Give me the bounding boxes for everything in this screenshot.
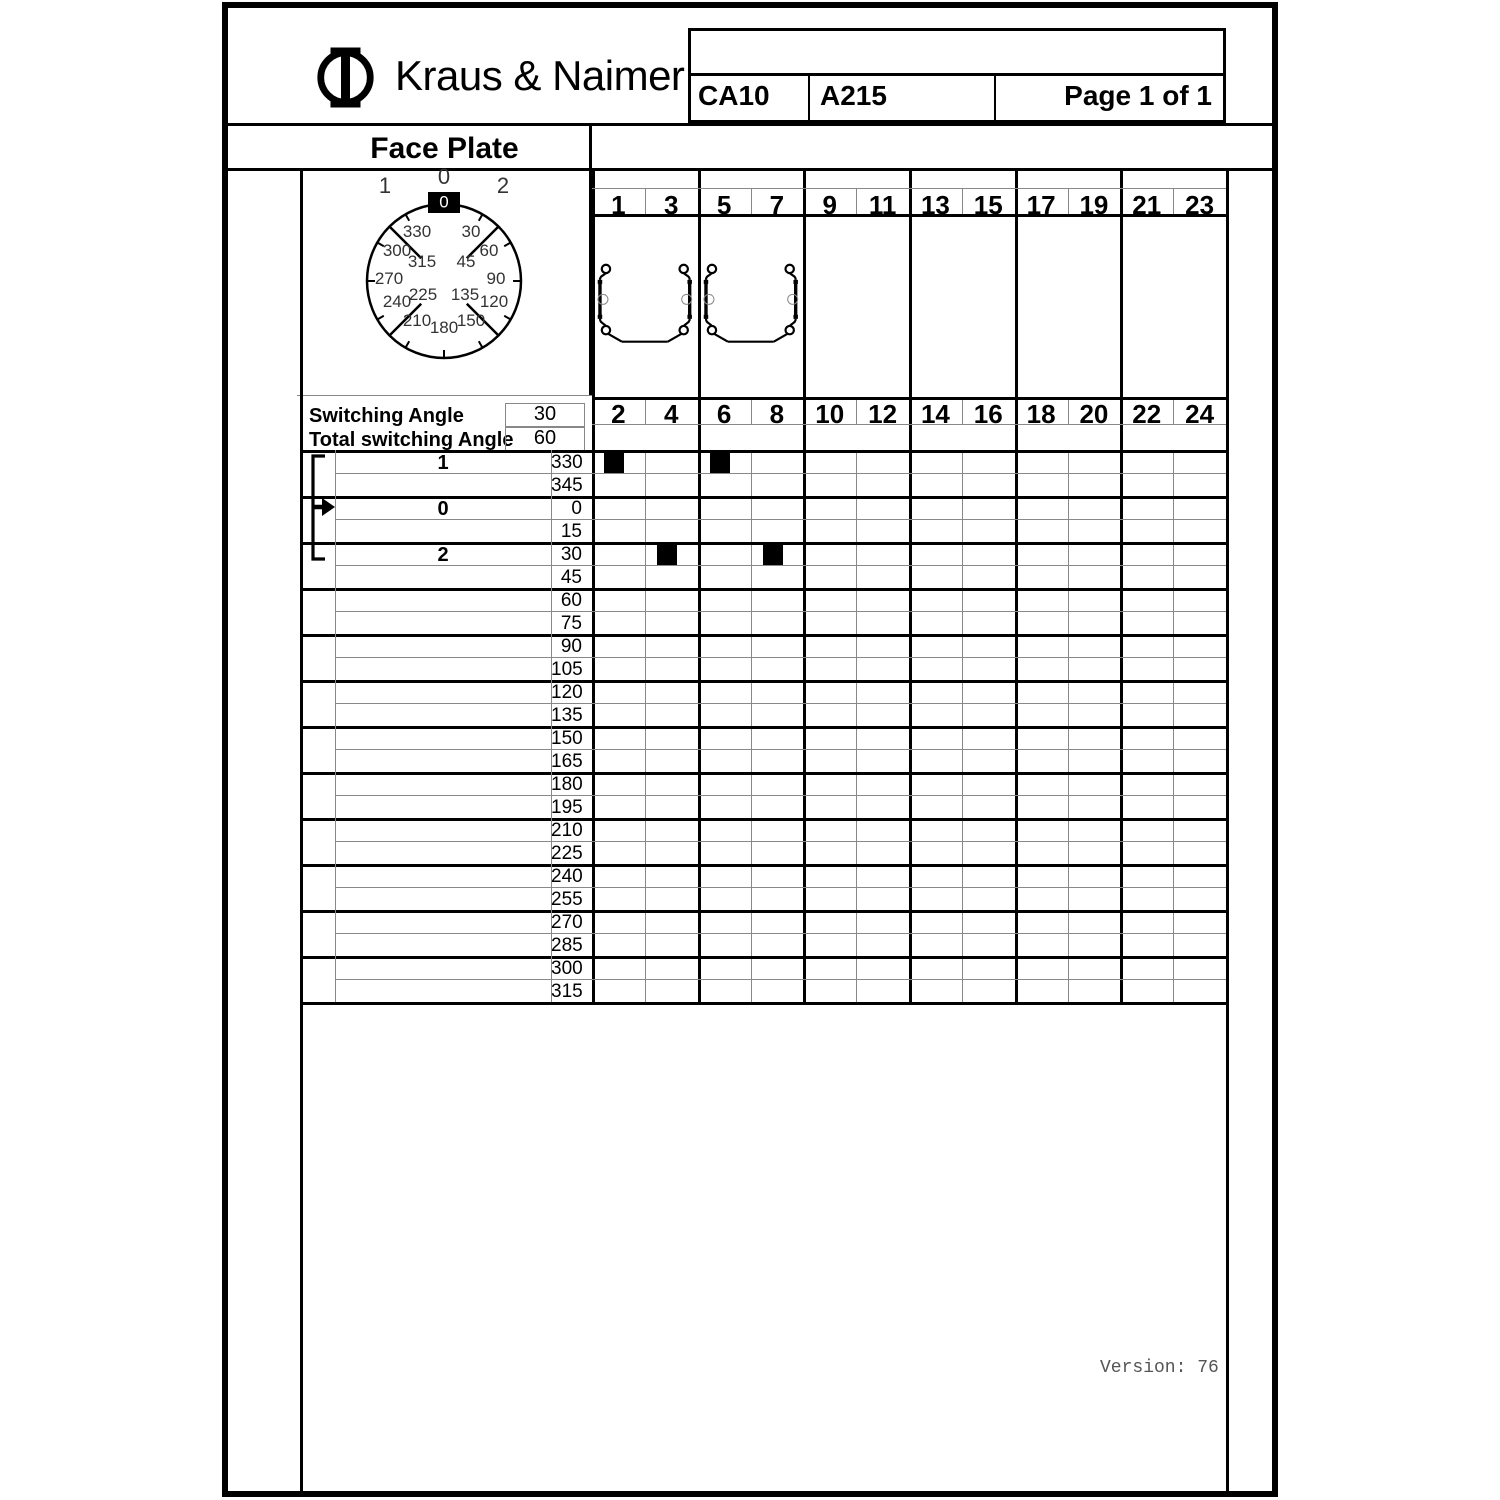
svg-text:150: 150 [457,311,485,330]
svg-text:225: 225 [409,285,437,304]
svg-text:90: 90 [487,269,506,288]
svg-text:240: 240 [383,292,411,311]
svg-text:120: 120 [480,292,508,311]
svg-text:270: 270 [375,269,403,288]
svg-text:180: 180 [430,318,458,337]
svg-text:135: 135 [451,285,479,304]
svg-text:210: 210 [403,311,431,330]
svg-text:60: 60 [480,241,499,260]
svg-text:1: 1 [379,173,391,198]
svg-text:315: 315 [408,252,436,271]
svg-text:45: 45 [457,252,476,271]
svg-text:30: 30 [462,222,481,241]
svg-text:2: 2 [497,173,509,198]
svg-text:0: 0 [438,164,450,189]
svg-text:0: 0 [439,193,448,212]
svg-text:330: 330 [403,222,431,241]
